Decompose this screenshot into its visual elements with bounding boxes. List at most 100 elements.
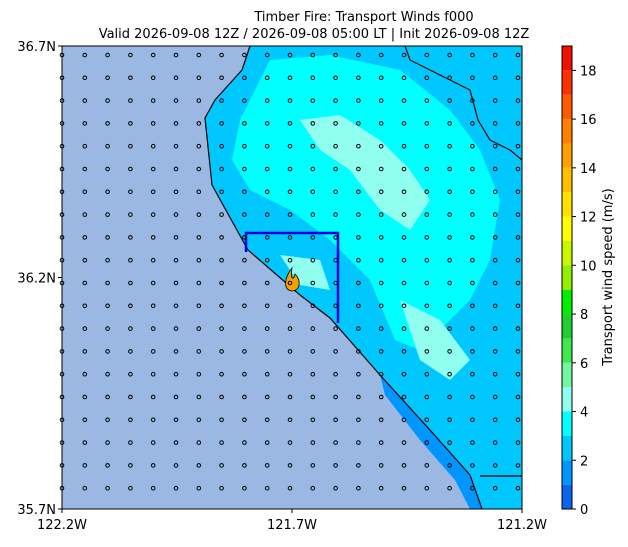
wind-calm	[105, 212, 110, 217]
wind-calm	[356, 371, 361, 377]
wind-calm	[424, 463, 430, 468]
wind-calm	[378, 463, 384, 468]
wind-barbs	[59, 52, 521, 491]
wind-calm	[105, 463, 110, 468]
wind-calm	[515, 463, 521, 468]
wind-calm	[492, 440, 498, 445]
wind-calm	[128, 440, 133, 445]
colorbar-tick-label: 4	[580, 406, 588, 421]
wind-calm	[242, 485, 247, 491]
wind-calm	[219, 485, 224, 491]
wind-calm	[492, 349, 498, 354]
wind-calm	[242, 166, 247, 172]
wind-calm	[264, 417, 270, 423]
y-tick-label: 35.7N	[17, 503, 56, 518]
wind-calm	[378, 235, 384, 240]
wind-calm	[447, 121, 452, 126]
wind-calm	[82, 143, 88, 149]
wind-calm	[82, 212, 88, 217]
wind-calm	[492, 52, 498, 58]
wind-calm	[424, 440, 430, 445]
wind-calm	[310, 394, 316, 400]
wind-calm	[470, 280, 475, 286]
wind-calm	[128, 189, 133, 195]
wind-calm	[424, 417, 430, 423]
wind-calm	[447, 212, 452, 217]
wind-calm	[173, 189, 179, 195]
wind-calm	[264, 121, 270, 126]
wind-calm	[264, 485, 270, 491]
wind-calm	[356, 166, 361, 172]
colorbar-segment	[562, 411, 572, 436]
wind-calm	[515, 121, 521, 126]
wind-calm	[424, 235, 430, 240]
wind-calm	[470, 257, 475, 263]
wind-calm	[173, 98, 179, 103]
wind-calm	[378, 166, 384, 172]
wind-calm	[470, 235, 475, 240]
wind-calm	[310, 371, 316, 377]
wind-calm	[356, 326, 361, 331]
wind-calm	[82, 485, 88, 491]
land-cyan	[232, 55, 500, 350]
wind-calm	[492, 235, 498, 240]
wind-calm	[105, 189, 110, 195]
wind-calm	[470, 189, 475, 195]
wind-calm	[287, 349, 293, 354]
wind-calm	[356, 440, 361, 445]
wind-calm	[492, 98, 498, 103]
wind-calm	[82, 121, 88, 126]
wind-calm	[310, 485, 316, 491]
wind-calm	[492, 394, 498, 400]
wind-calm	[82, 257, 88, 263]
wind-calm	[378, 349, 384, 354]
wind-calm	[173, 303, 179, 309]
wind-calm	[378, 371, 384, 377]
wind-calm	[264, 440, 270, 445]
wind-calm	[128, 52, 133, 58]
wind-calm	[401, 280, 407, 286]
coastline	[204, 45, 483, 510]
wind-calm	[105, 235, 110, 240]
wind-calm	[310, 440, 316, 445]
wind-calm	[128, 371, 133, 377]
colorbar-segment	[562, 216, 572, 241]
colorbar-tick-label: 8	[580, 308, 588, 323]
wind-calm	[173, 485, 179, 491]
wind-calm	[242, 189, 247, 195]
wind-calm	[82, 235, 88, 240]
wind-calm	[82, 463, 88, 468]
wind-calm	[173, 143, 179, 149]
wind-calm	[196, 143, 202, 149]
wind-calm	[447, 235, 452, 240]
wind-calm	[424, 326, 430, 331]
wind-calm	[219, 394, 224, 400]
wind-calm	[470, 98, 475, 103]
wind-calm	[310, 189, 316, 195]
wind-calm	[287, 440, 293, 445]
wind-calm	[82, 326, 88, 331]
wind-calm	[105, 75, 110, 81]
colorbar-segment	[562, 265, 572, 290]
wind-calm	[356, 235, 361, 240]
wind-calm	[264, 371, 270, 377]
wind-calm	[356, 463, 361, 468]
wind-calm	[378, 394, 384, 400]
wind-calm	[447, 280, 452, 286]
wind-calm	[401, 235, 407, 240]
wind-calm	[447, 98, 452, 103]
wind-calm	[515, 394, 521, 400]
colorbar-segment	[562, 484, 572, 509]
wind-calm	[492, 485, 498, 491]
wind-calm	[264, 280, 270, 286]
wind-calm	[470, 143, 475, 149]
wind-calm	[447, 75, 452, 81]
wind-calm	[492, 166, 498, 172]
wind-calm	[196, 371, 202, 377]
wind-calm	[105, 257, 110, 263]
wind-calm	[105, 394, 110, 400]
wind-calm	[287, 257, 293, 263]
wind-calm	[333, 440, 338, 445]
wind-calm	[515, 417, 521, 423]
wind-calm	[264, 394, 270, 400]
